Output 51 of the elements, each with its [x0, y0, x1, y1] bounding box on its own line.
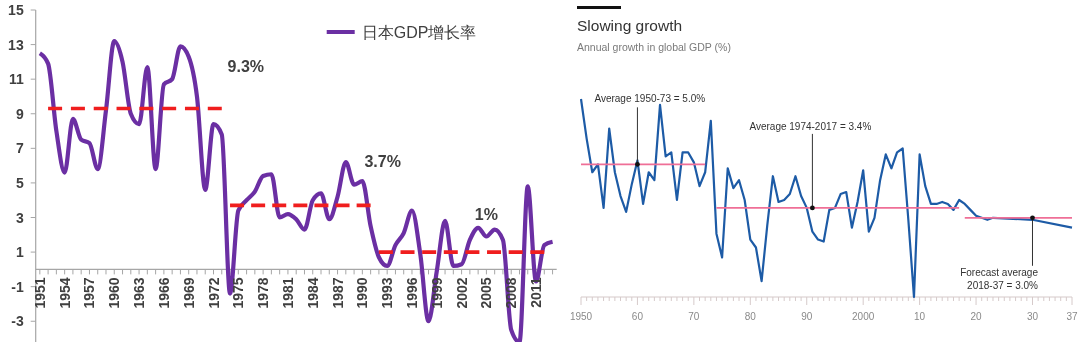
x-tick-label: 1996 — [403, 277, 420, 309]
chart-subtitle: Annual growth in global GDP (%) — [577, 41, 731, 53]
annotation: Average 1950-73 = 5.0% — [594, 93, 706, 105]
chart-title: Slowing growth — [577, 17, 683, 34]
x-tick-label: 1981 — [279, 277, 296, 309]
x-tick-label: 1963 — [131, 277, 148, 309]
y-tick-label: 3 — [15, 209, 24, 226]
x-tick-label: 1966 — [155, 277, 172, 309]
x-tick-label: 20 — [970, 311, 983, 322]
y-tick-label: -1 — [11, 278, 24, 295]
legend-label: 日本GDP增长率 — [361, 23, 477, 41]
x-tick-label: 37 — [1066, 311, 1078, 322]
y-tick-label: 13 — [8, 36, 24, 53]
y-tick-label: -3 — [11, 313, 24, 330]
x-tick-label: 1984 — [304, 277, 321, 309]
x-tick-label: 2002 — [453, 277, 470, 309]
x-tick-label: 80 — [744, 311, 757, 322]
x-tick-label: 70 — [688, 311, 700, 322]
x-tick-label: 1960 — [106, 277, 123, 309]
x-tick-label: 1975 — [230, 277, 247, 309]
annotation: Average 1974-2017 = 3.4% — [749, 120, 872, 132]
y-tick-label: 9 — [15, 105, 24, 122]
x-tick-label: 10 — [914, 311, 926, 322]
y-tick-label: 1 — [15, 244, 24, 261]
x-tick-label: 1969 — [180, 277, 197, 309]
x-tick-label: 60 — [631, 311, 644, 322]
x-tick-label: 1987 — [329, 277, 346, 309]
x-tick-label: 2005 — [478, 277, 495, 309]
x-tick-label: 1990 — [354, 277, 371, 309]
x-tick-label: 1950 — [569, 311, 593, 322]
y-tick-label: 11 — [8, 71, 24, 88]
y-tick-label: 15 — [8, 2, 24, 18]
x-tick-label: 1954 — [56, 277, 73, 309]
x-tick-label: 1999 — [428, 277, 445, 309]
x-tick-label: 2008 — [503, 277, 520, 309]
annotation: Forecast average 2018-37 = 3.0% — [960, 267, 1039, 291]
annotation: 3.7% — [364, 153, 401, 171]
x-tick-label: 1993 — [379, 277, 396, 309]
y-tick-label: 5 — [15, 174, 24, 191]
y-tick-label: 7 — [15, 140, 24, 157]
x-tick-label: 30 — [1026, 311, 1039, 322]
annotation: 1% — [474, 206, 498, 224]
x-tick-label: 90 — [801, 311, 813, 322]
x-tick-label: 1951 — [31, 277, 48, 309]
x-tick-label: 2011 — [528, 277, 545, 308]
line-series — [37, 39, 555, 342]
annotation: 9.3% — [227, 57, 265, 75]
x-tick-label: 1972 — [205, 277, 222, 309]
x-tick-label: 1957 — [81, 277, 98, 309]
x-tick-label: 2000 — [852, 311, 875, 322]
x-tick-label: 1978 — [255, 277, 272, 309]
